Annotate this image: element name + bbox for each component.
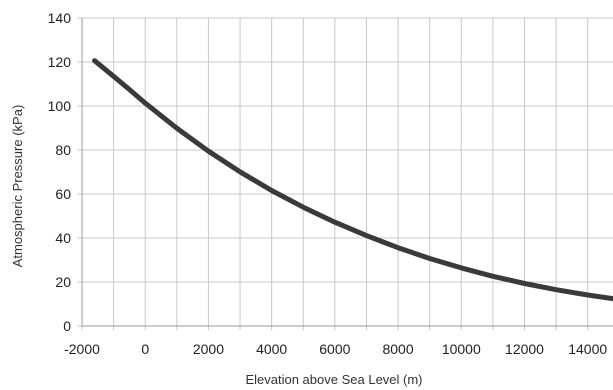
plot-area — [92, 58, 613, 302]
x-tick-label: 12000 — [505, 341, 544, 357]
y-tick-label: 120 — [48, 54, 72, 70]
x-tick-label: -2000 — [64, 341, 100, 357]
axes — [81, 18, 613, 327]
x-tick-label: 6000 — [319, 341, 350, 357]
y-tick-label: 40 — [55, 230, 71, 246]
x-tick-label: 4000 — [256, 341, 287, 357]
y-tick-label: 140 — [48, 10, 72, 26]
pressure-curve — [92, 58, 613, 302]
x-tick-label: 0 — [141, 341, 149, 357]
x-tick-label: 8000 — [382, 341, 413, 357]
y-tick-label: 80 — [55, 142, 71, 158]
y-tick-label: 100 — [48, 98, 72, 114]
y-tick-label: 0 — [63, 318, 71, 334]
x-tick-label: 10000 — [442, 341, 481, 357]
x-tick-labels: -2000 0 2000 4000 6000 8000 10000 12000 14000 — [64, 341, 607, 357]
x-tick-label: 14000 — [568, 341, 607, 357]
x-tick-label: 2000 — [193, 341, 224, 357]
y-tick-labels: 0 20 40 60 80 100 120 140 — [48, 10, 72, 334]
y-tick-label: 20 — [55, 274, 71, 290]
x-axis-title: Elevation above Sea Level (m) — [245, 372, 422, 387]
y-tick-label: 60 — [55, 186, 71, 202]
y-axis-title: Atmospheric Pressure (kPa) — [10, 105, 25, 268]
